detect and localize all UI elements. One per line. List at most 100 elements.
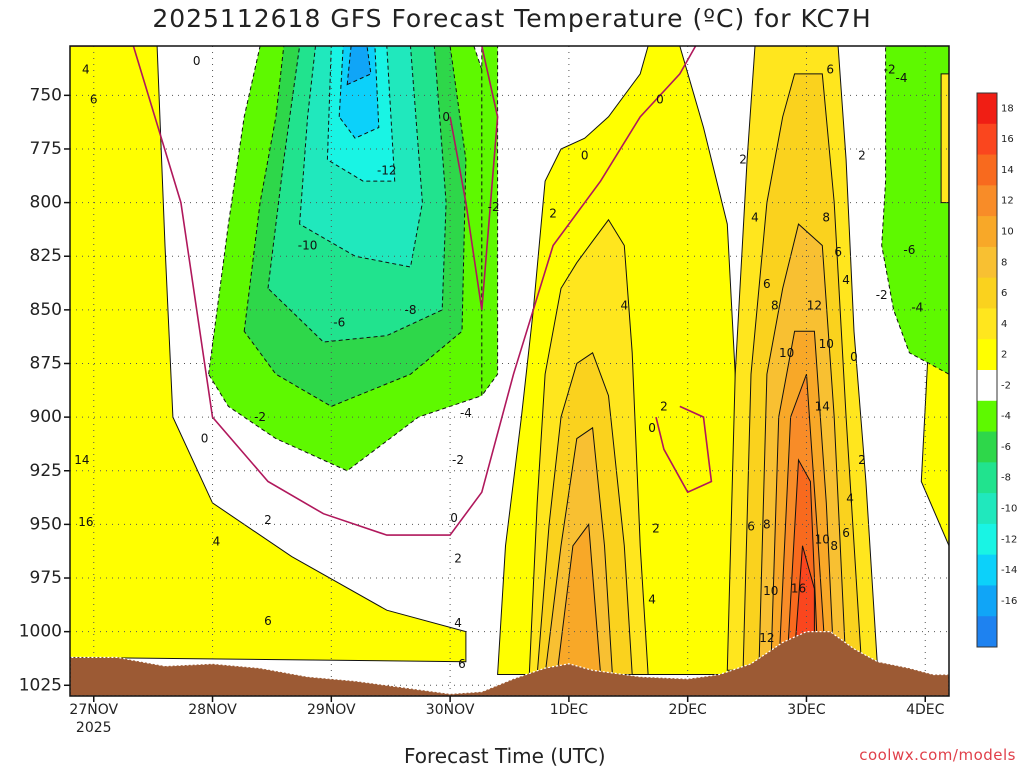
temp-band-29 [881,46,949,375]
colorbar-bin [977,93,997,125]
contour-label: 8 [763,517,771,531]
colorbar-label: 10 [1001,227,1014,238]
contour-label: 4 [846,492,854,506]
contour-label: -4 [911,301,923,315]
contour-label: 2 [739,153,747,167]
contour-label: -2 [452,453,464,467]
y-axis: 750 775 800 825 850 875 900 925 950 975 1000 1025 [19,85,70,695]
contour-label: 8 [822,211,830,225]
colorbar-label: 16 [1001,134,1014,145]
contour-label: 0 [656,93,664,107]
contour-label: 10 [819,337,834,351]
contour-label: 4 [621,299,629,313]
contour-label: 16 [791,582,806,596]
colorbar-label: 6 [1001,288,1007,299]
contour-label: 6 [747,520,755,534]
y-tick-label: 825 [30,246,62,266]
colorbar-bin [977,431,997,463]
contour-label: 8 [771,299,779,313]
x-tick-sublabel: 2025 [76,720,112,736]
y-tick-label: 850 [30,300,62,320]
y-tick-label: 1025 [19,675,62,695]
colorbar-label: -10 [1001,504,1017,515]
colorbar-bin [977,493,997,525]
colorbar-bin [977,523,997,556]
colorbar-label: 4 [1001,319,1007,330]
colorbar-label: -16 [1001,596,1017,607]
x-tick-label: 4DEC [906,702,945,718]
zero-isotherms [70,46,713,536]
contour-label: 4 [751,211,759,225]
contour-label: 2 [652,522,660,536]
x-tick-label: 2DEC [669,702,708,718]
contour-label: 14 [74,453,89,467]
y-tick-label: 775 [30,139,62,159]
contour-label: 6 [834,245,842,259]
contour-label: 14 [815,399,830,413]
contour-label: -8 [405,303,417,317]
x-tick-label: 30NOV [426,702,475,718]
contour-label: 6 [842,526,850,540]
contour-label: 0 [850,350,858,364]
contour-label: -4 [460,406,472,420]
x-tick-label: 28NOV [188,702,237,718]
colorbar: 18 16 14 12 10 8 6 4 2 -2 -4 -6 -8 -10 -12 -14 -16 [976,92,1017,648]
colorbar-bin [977,616,997,648]
x-tick-label: 3DEC [787,702,826,718]
colorbar-label: -14 [1001,565,1017,576]
contour-label: 2 [549,206,557,220]
colorbar-bin [977,246,997,279]
colorbar-label: -8 [1001,473,1011,484]
contour-label: 10 [779,346,794,360]
colorbar-bin [977,154,997,186]
colorbar-bin [977,277,997,309]
contour-label: 0 [648,421,656,435]
contour-label: 16 [78,515,93,529]
contour-label: -6 [333,316,345,330]
contour-label: 10 [815,532,830,546]
colorbar-label: -4 [1001,411,1011,422]
colorbar-bin [977,123,997,156]
contour-label: 2 [858,453,866,467]
colorbar-label: 18 [1001,103,1014,114]
contour-label: 10 [763,584,778,598]
colorbar-bin [977,308,997,340]
x-tick-label: 27NOV [69,702,118,718]
x-axis-label: Forecast Time (UTC) [404,744,606,768]
colorbar-label: 12 [1001,196,1014,207]
y-tick-label: 900 [30,407,62,427]
contour-label: 6 [763,277,771,291]
contour-label: -10 [298,239,318,253]
colorbar-bin [977,339,997,371]
contour-label: 4 [648,592,656,606]
contour-label: 2 [454,552,462,566]
colorbar-label: 14 [1001,165,1014,176]
contour-label: 0 [201,432,209,446]
colorbar-label: 8 [1001,257,1007,268]
contour-labels: 4614160-20246-10-6-12-80-2-4-20246020420… [74,54,923,671]
colorbar-label: -2 [1001,380,1011,391]
credit-link[interactable]: coolwx.com/models [859,746,1016,764]
y-tick-label: 750 [30,85,62,105]
contour-label: 2 [264,513,272,527]
zero-isotherm-2 [655,405,713,494]
terrain-fill [70,631,949,696]
contour-label: 0 [193,54,201,68]
contour-label: 12 [807,299,822,313]
colorbar-bin [977,462,997,494]
colorbar-bin [977,554,997,586]
colorbar-bin [977,185,997,217]
contour-label: 8 [830,539,838,553]
contour-label: 0 [581,148,589,162]
contour-label: 4 [213,535,221,549]
contour-label: -4 [896,71,908,85]
zero-isotherm-1 [449,46,499,311]
colorbar-bin [977,585,997,617]
contour-label: -2 [254,410,266,424]
contour-label: 6 [826,63,834,77]
contour-label: -12 [377,163,397,177]
temp-band-27 [346,46,372,86]
contour-label: 6 [458,657,466,671]
x-tick-label: 1DEC [550,702,589,718]
